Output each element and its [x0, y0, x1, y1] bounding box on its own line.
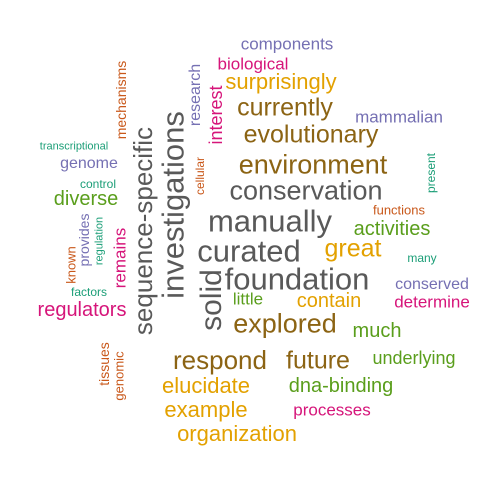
word-future: future — [286, 346, 350, 375]
word-respond: respond — [173, 345, 267, 375]
word-many: many — [407, 251, 437, 265]
word-mechanisms: mechanisms — [113, 60, 129, 140]
word-surprisingly: surprisingly — [225, 69, 337, 94]
word-cellular: cellular — [193, 156, 207, 196]
word-conservation: conservation — [229, 175, 383, 206]
word-foundation: foundation — [224, 261, 370, 297]
word-mammalian: mammalian — [355, 107, 443, 127]
word-transcriptional: transcriptional — [39, 140, 109, 153]
word-elucidate: elucidate — [161, 373, 251, 398]
word-processes: processes — [293, 400, 371, 420]
word-factors: factors — [70, 285, 108, 299]
word-present: present — [424, 152, 438, 194]
word-currently: currently — [237, 93, 333, 122]
word-environment: environment — [238, 149, 388, 180]
word-example: example — [164, 397, 248, 422]
word-regulators: regulators — [37, 299, 127, 321]
word-dna-binding: dna-binding — [288, 375, 394, 397]
word-underlying: underlying — [372, 348, 456, 368]
word-determine: determine — [394, 292, 470, 312]
word-components: components — [240, 34, 334, 54]
word-little: little — [232, 289, 264, 309]
word-genomic: genomic — [111, 351, 127, 401]
word-genome: genome — [60, 155, 118, 172]
word-curated: curated — [197, 233, 301, 269]
word-diverse: diverse — [53, 188, 119, 210]
word-known: known — [63, 246, 79, 284]
word-provides: provides — [76, 213, 92, 267]
word-interest: interest — [206, 85, 226, 145]
word-organization: organization — [177, 421, 297, 446]
word-manually: manually — [207, 203, 333, 239]
word-conserved: conserved — [395, 276, 469, 293]
word-tissues: tissues — [96, 342, 112, 386]
word-functions: functions — [372, 202, 426, 218]
word-solid: solid — [195, 269, 228, 331]
word-activities: activities — [353, 218, 431, 240]
word-remains: remains — [110, 227, 130, 289]
word-investigations: investigations — [155, 111, 191, 299]
word-research: research — [187, 63, 204, 127]
word-sequence-specific: sequence-specific — [128, 126, 158, 336]
word-contain: contain — [296, 290, 362, 312]
word-explored: explored — [233, 308, 337, 339]
word-biological: biological — [217, 54, 289, 74]
word-regulation: regulation — [93, 216, 106, 266]
word-evolutionary: evolutionary — [243, 120, 379, 149]
word-control: control — [79, 177, 117, 191]
word-great: great — [324, 234, 382, 263]
word-much: much — [352, 320, 402, 342]
